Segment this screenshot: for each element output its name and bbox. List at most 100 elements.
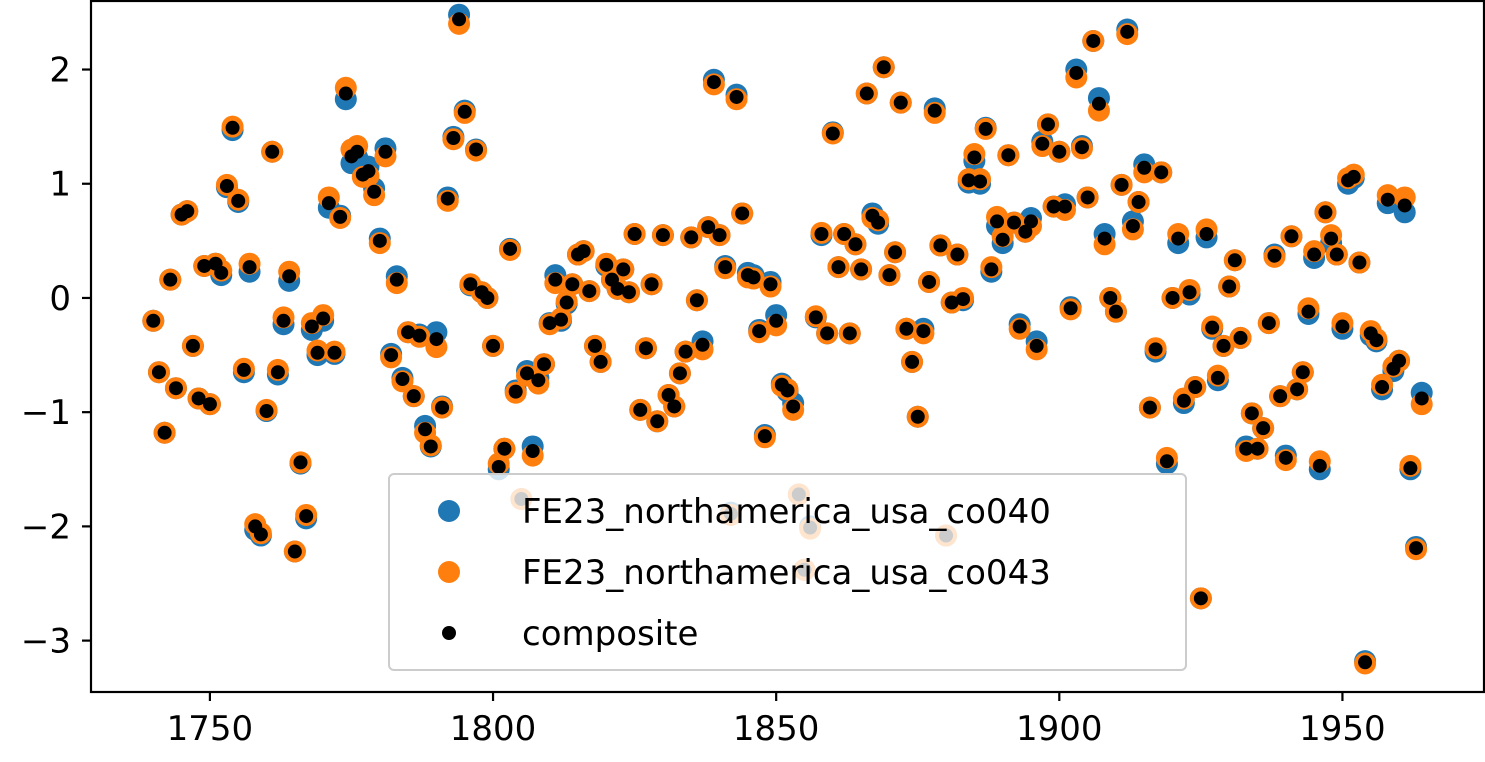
point-composite-1919	[1159, 454, 1174, 469]
point-composite-1886	[973, 174, 988, 189]
point-composite-1900	[1052, 144, 1067, 159]
point-composite-1778	[361, 164, 376, 179]
point-composite-1937	[1261, 316, 1276, 331]
point-composite-1839	[706, 75, 721, 90]
point-composite-1882	[950, 247, 965, 262]
point-composite-1772	[327, 345, 342, 360]
y-tick-label--1: −1	[21, 393, 71, 433]
point-composite-1916	[1142, 400, 1157, 415]
point-composite-1807	[525, 444, 540, 459]
point-composite-1834	[678, 344, 693, 359]
point-composite-1848	[757, 429, 772, 444]
point-composite-1818	[587, 338, 602, 353]
point-composite-1782	[384, 348, 399, 363]
point-composite-1781	[378, 144, 393, 159]
point-composite-1750	[202, 397, 217, 412]
point-composite-1906	[1086, 33, 1101, 48]
legend-marker-s1	[438, 500, 460, 522]
legend-label-s1: FE23_northamerica_usa_co040	[522, 492, 1051, 532]
x-tick-label-1950: 1950	[1299, 709, 1386, 749]
point-composite-1917	[1148, 342, 1163, 357]
point-composite-1863	[842, 326, 857, 341]
point-composite-1890	[995, 232, 1010, 247]
point-composite-1956	[1369, 333, 1384, 348]
point-composite-1776	[350, 144, 365, 159]
point-composite-1898	[1040, 117, 1055, 132]
y-tick-label-2: 2	[49, 51, 71, 91]
point-composite-1814	[565, 277, 580, 292]
point-composite-1804	[508, 384, 523, 399]
point-composite-1875	[910, 409, 925, 424]
point-composite-1932	[1233, 330, 1248, 345]
point-composite-1940	[1278, 450, 1293, 465]
x-tick-label-1900: 1900	[1016, 709, 1103, 749]
point-composite-1762	[270, 365, 285, 380]
point-composite-1915	[1137, 160, 1152, 175]
point-composite-1806	[520, 366, 535, 381]
point-composite-1841	[718, 260, 733, 275]
x-tick-label-1750: 1750	[167, 709, 254, 749]
point-composite-1832	[667, 399, 682, 414]
point-composite-1954	[1358, 655, 1373, 670]
point-composite-1779	[367, 184, 382, 199]
legend-box	[388, 473, 1187, 671]
point-composite-1877	[922, 274, 937, 289]
point-composite-1852	[780, 383, 795, 398]
point-composite-1780	[372, 233, 387, 248]
point-composite-1891	[1001, 148, 1016, 163]
point-composite-1744	[168, 381, 183, 396]
point-composite-1874	[905, 354, 920, 369]
point-composite-1933	[1239, 441, 1254, 456]
point-composite-1912	[1120, 24, 1135, 39]
x-tick-label-1850: 1850	[733, 709, 820, 749]
point-composite-1803	[503, 241, 518, 256]
point-composite-1822	[610, 281, 625, 296]
point-composite-1767	[299, 509, 314, 524]
point-composite-1952	[1346, 169, 1361, 184]
point-composite-1902	[1063, 301, 1078, 316]
legend-label-composite: composite	[522, 614, 698, 654]
point-composite-1835	[684, 230, 699, 245]
point-composite-1939	[1273, 389, 1288, 404]
point-composite-1941	[1284, 229, 1299, 244]
legend-marker-s2	[438, 561, 460, 583]
point-composite-1889	[990, 214, 1005, 229]
y-tick-label-0: 0	[49, 279, 71, 319]
point-composite-1913	[1125, 219, 1140, 234]
point-composite-1838	[701, 220, 716, 235]
point-composite-1918	[1154, 165, 1169, 180]
point-composite-1790	[429, 332, 444, 347]
point-composite-1947	[1318, 205, 1333, 220]
point-composite-1801	[491, 459, 506, 474]
point-composite-1843	[729, 89, 744, 104]
point-composite-1926	[1199, 226, 1214, 241]
point-composite-1946	[1312, 458, 1327, 473]
point-composite-1911	[1114, 177, 1129, 192]
point-composite-1746	[180, 204, 195, 219]
point-composite-1765	[287, 544, 302, 559]
point-composite-1824	[621, 285, 636, 300]
point-composite-1922	[1176, 393, 1191, 408]
point-composite-1920	[1165, 290, 1180, 305]
point-composite-1908	[1097, 231, 1112, 246]
point-composite-1961	[1397, 198, 1412, 213]
point-composite-1846	[746, 270, 761, 285]
point-composite-1825	[627, 226, 642, 241]
point-composite-1764	[282, 269, 297, 284]
point-composite-1953	[1352, 255, 1367, 270]
point-composite-1899	[1046, 199, 1061, 214]
point-composite-1858	[814, 226, 829, 241]
point-composite-1907	[1091, 96, 1106, 111]
point-composite-1892	[1007, 215, 1022, 230]
point-composite-1763	[276, 313, 291, 328]
point-composite-1771	[321, 196, 336, 211]
point-composite-1787	[412, 328, 427, 343]
point-composite-1872	[893, 95, 908, 110]
point-composite-1812	[553, 312, 568, 327]
point-composite-1769	[310, 345, 325, 360]
legend: FE23_northamerica_usa_co040 FE23_northam…	[388, 473, 1187, 671]
point-composite-1878	[927, 103, 942, 118]
point-composite-1811	[548, 272, 563, 287]
point-composite-1833	[672, 366, 687, 381]
point-composite-1921	[1171, 231, 1186, 246]
